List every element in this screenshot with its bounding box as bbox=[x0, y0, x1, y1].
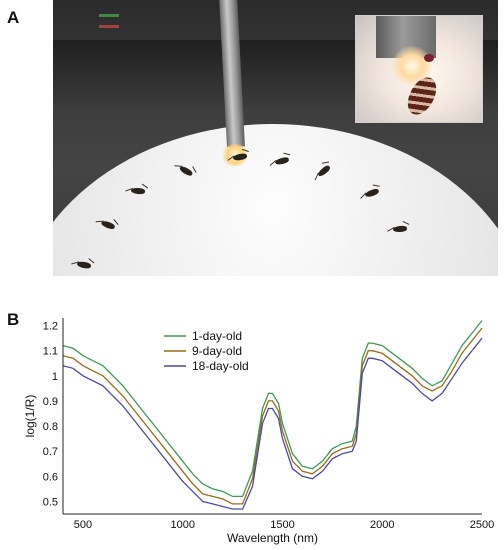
series-line-18-day-old bbox=[62, 337, 483, 510]
x-tick-label: 2000 bbox=[370, 519, 394, 531]
red-light bbox=[99, 25, 119, 28]
y-tick-label: 1 bbox=[52, 371, 58, 383]
legend-label: 1-day-old bbox=[192, 329, 242, 343]
series-line-1-day-old bbox=[62, 320, 483, 498]
y-tick-label: 0.9 bbox=[43, 396, 58, 408]
y-tick-label: 0.6 bbox=[43, 471, 58, 483]
green-light bbox=[99, 14, 119, 17]
x-axis-label: Wavelength (nm) bbox=[227, 531, 318, 545]
y-tick-label: 0.7 bbox=[43, 446, 58, 458]
panel-label-b: B bbox=[7, 310, 20, 329]
inset-photo bbox=[355, 15, 483, 123]
inset-mosquito-head bbox=[424, 54, 434, 62]
x-tick-label: 1500 bbox=[270, 519, 294, 531]
y-tick-label: 0.8 bbox=[43, 421, 58, 433]
mosquito-photo bbox=[53, 0, 498, 276]
legend-label: 9-day-old bbox=[192, 344, 242, 358]
spectrometer-probe bbox=[219, 0, 245, 148]
y-tick-label: 1.1 bbox=[43, 346, 58, 358]
legend-label: 18-day-old bbox=[192, 359, 249, 373]
y-tick-label: 1.2 bbox=[43, 321, 58, 333]
y-axis-label: log(1/R) bbox=[23, 395, 37, 438]
x-tick-label: 2500 bbox=[470, 519, 494, 531]
panel-label-a: A bbox=[7, 8, 20, 27]
x-tick-label: 1000 bbox=[170, 519, 194, 531]
spectra-chart: 500 1000 1500 2000 2500 0.5 0.6 0.7 0.8 0.9 1 1.1 1… bbox=[23, 318, 494, 545]
white-platform bbox=[53, 124, 498, 276]
series-line-9-day-old bbox=[62, 327, 483, 505]
y-tick-label: 0.5 bbox=[43, 496, 58, 508]
x-tick-label: 500 bbox=[74, 519, 92, 531]
